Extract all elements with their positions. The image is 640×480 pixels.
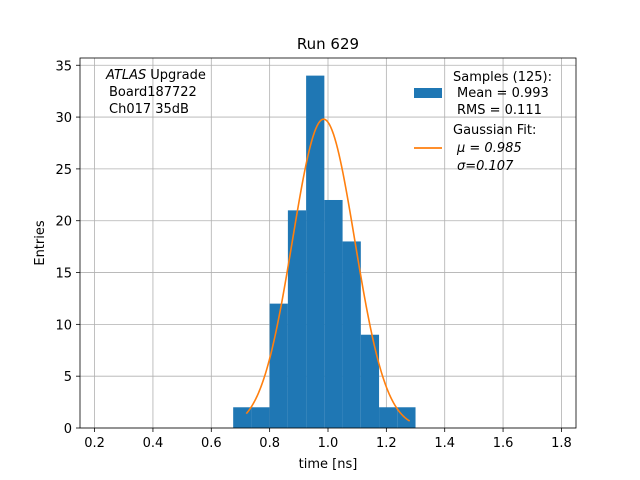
legend-samples-label: Samples (125):: [453, 70, 552, 85]
histogram-bar: [360, 334, 380, 428]
legend-mean-label: Mean = 0.993: [457, 86, 549, 101]
annotation-box: ATLAS Upgrade Board187722 Ch017 35dB: [105, 68, 206, 117]
y-tick-label: 15: [55, 267, 72, 282]
histogram-bar: [251, 407, 270, 428]
annotation-experiment: ATLAS Upgrade: [105, 68, 206, 83]
annotation-channel: Ch017 35dB: [109, 102, 189, 117]
x-tick-label: 1.6: [493, 436, 514, 451]
histogram-bar: [342, 241, 361, 428]
y-tick-label: 35: [55, 59, 72, 74]
y-tick-label: 25: [55, 163, 72, 178]
histogram-bar: [379, 407, 398, 428]
gaussian-fit: [245, 118, 411, 422]
legend-sigma-label: σ=0.107: [457, 159, 514, 174]
x-tick-label: 1.8: [551, 436, 572, 451]
x-tick-label: 0.6: [201, 436, 222, 451]
histogram-bar: [397, 407, 416, 428]
x-tick-label: 0.8: [259, 436, 280, 451]
histogram-bars: [233, 75, 416, 428]
histogram-bar: [306, 75, 325, 428]
y-tick-label: 5: [64, 370, 72, 385]
y-tick-label: 0: [64, 422, 72, 437]
y-axis-label: Entries: [33, 220, 48, 266]
histogram-bar: [324, 199, 343, 428]
x-tick-label: 0.4: [143, 436, 164, 451]
legend-mu-label: μ = 0.985: [456, 141, 522, 156]
annotation-board: Board187722: [109, 85, 197, 100]
legend-fit-label: Gaussian Fit:: [453, 123, 536, 138]
x-tick-label: 1.2: [376, 436, 397, 451]
axis-ticks: 0.2 0.4 0.6 0.8 1.0 1.2 1.4 1.6 1.8 0 5 10 15 20 25 30 3…: [55, 59, 571, 451]
x-tick-label: 1.0: [318, 436, 339, 451]
y-tick-label: 20: [55, 215, 72, 230]
histogram-bar: [287, 210, 307, 428]
x-axis-label: time [ns]: [299, 457, 358, 472]
legend-rms-label: RMS = 0.111: [457, 103, 542, 118]
legend-swatch-samples: [414, 88, 442, 98]
x-tick-label: 0.2: [84, 436, 105, 451]
chart-title: Run 629: [297, 35, 359, 53]
legend: Samples (125): Mean = 0.993 RMS = 0.111 …: [414, 70, 552, 174]
histogram-bar: [269, 303, 288, 428]
y-tick-label: 10: [55, 318, 72, 333]
gaussian-fit-line: [245, 118, 411, 422]
x-tick-label: 1.4: [434, 436, 455, 451]
y-tick-label: 30: [55, 111, 72, 126]
